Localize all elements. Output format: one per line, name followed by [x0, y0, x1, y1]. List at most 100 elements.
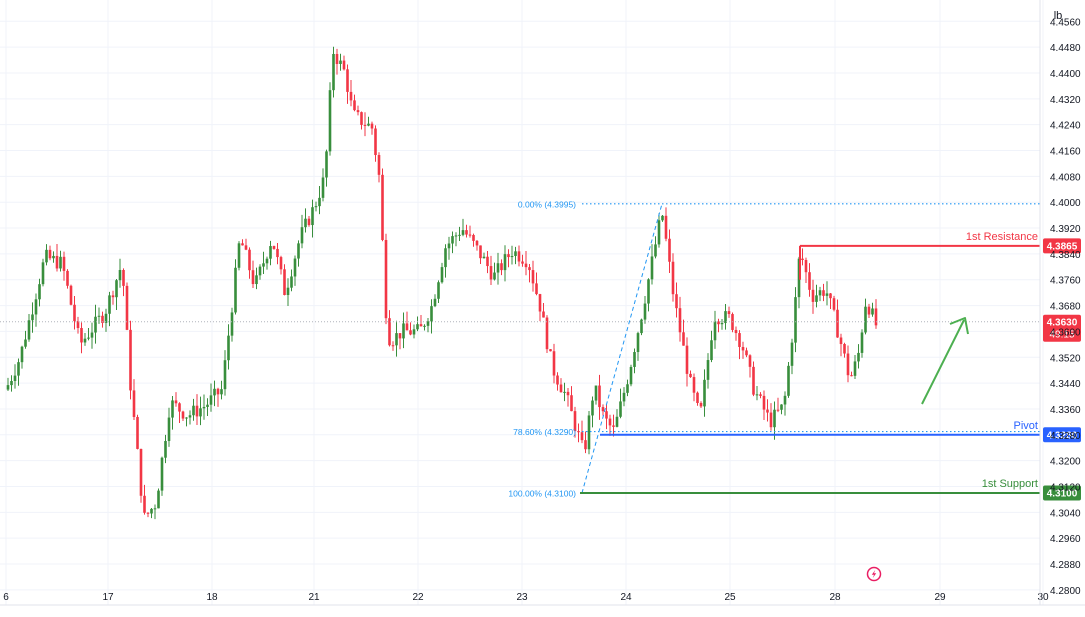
candle-body — [108, 295, 111, 314]
candle-body — [199, 408, 202, 417]
candle — [755, 386, 759, 401]
candle-body — [528, 267, 531, 271]
candle — [482, 252, 486, 259]
candle-body — [143, 495, 146, 513]
candle — [398, 333, 402, 350]
candle-body — [87, 337, 90, 339]
candle — [748, 354, 752, 378]
candle-body — [636, 333, 640, 353]
candle — [227, 324, 230, 370]
level-price-text: 4.3100 — [1047, 488, 1078, 499]
candle-body — [83, 338, 87, 343]
candle-body — [80, 328, 83, 343]
candle — [146, 512, 150, 518]
candle-body — [629, 366, 633, 385]
candle — [412, 324, 416, 339]
candle — [524, 250, 528, 276]
y-tick-label: 4.2880 — [1050, 560, 1081, 571]
candle-body — [318, 197, 321, 207]
candle — [206, 398, 209, 417]
candle-body — [73, 304, 76, 322]
candle-body — [472, 235, 475, 241]
candle — [587, 411, 591, 455]
lightning-icon[interactable] — [866, 566, 882, 582]
candle — [829, 292, 832, 309]
candle-body — [521, 261, 524, 264]
candle-body — [293, 258, 297, 277]
candle-body — [332, 53, 335, 91]
x-tick-label: 22 — [412, 592, 424, 603]
x-tick-label: 30 — [1037, 592, 1049, 603]
candle-body — [493, 272, 496, 280]
candle — [321, 168, 325, 202]
candle-body — [405, 323, 409, 331]
candle-body — [388, 318, 391, 346]
candle-body — [822, 290, 825, 296]
candle — [405, 311, 409, 331]
candle — [713, 310, 717, 349]
candle-body — [360, 112, 363, 125]
candle-body — [496, 263, 500, 273]
candle-body — [311, 207, 314, 226]
candle — [293, 255, 297, 286]
candle — [314, 201, 318, 212]
candle — [283, 264, 286, 296]
candle-body — [699, 402, 703, 407]
candle-body — [66, 270, 69, 286]
candle-body — [748, 355, 752, 367]
x-tick-label: 23 — [516, 592, 528, 603]
candle — [160, 456, 164, 496]
y-tick-label: 4.3760 — [1050, 276, 1081, 287]
candles — [6, 46, 878, 520]
scale-label[interactable]: lb — [1054, 10, 1063, 22]
candle — [664, 207, 668, 242]
candle — [622, 387, 626, 407]
candle — [766, 399, 769, 422]
candle-body — [668, 238, 671, 262]
candle — [73, 295, 76, 330]
candle — [650, 244, 654, 285]
candle-body — [111, 295, 115, 298]
candle — [857, 344, 860, 369]
candle-body — [55, 255, 59, 269]
candle-body — [808, 272, 811, 290]
candle — [139, 448, 143, 503]
y-tick-label: 4.3920 — [1050, 224, 1081, 235]
candle-body — [444, 248, 447, 268]
candle — [496, 252, 500, 285]
candle — [157, 488, 160, 509]
candle — [626, 379, 629, 397]
y-tick-label: 4.3360 — [1050, 405, 1081, 416]
candle-body — [45, 249, 48, 263]
candle — [104, 308, 108, 332]
candle — [307, 215, 311, 227]
candle — [265, 256, 269, 270]
candle-body — [762, 395, 766, 410]
countdown-text: 49:15 — [1049, 330, 1074, 341]
candle — [465, 224, 468, 238]
candle-body — [755, 394, 759, 396]
candle — [850, 371, 853, 377]
y-tick-label: 4.2800 — [1050, 586, 1081, 597]
candle — [416, 316, 419, 332]
candle — [654, 236, 657, 259]
candle-body — [559, 384, 563, 393]
candle-body — [430, 306, 433, 322]
candle — [391, 341, 395, 351]
candle-body — [566, 391, 570, 396]
candle — [549, 348, 552, 352]
candle — [846, 345, 850, 383]
candle — [573, 406, 577, 438]
candle-body — [811, 289, 815, 302]
y-tick-label: 4.4240 — [1050, 121, 1081, 132]
candle — [426, 318, 430, 333]
candle-body — [381, 174, 384, 240]
candle — [27, 313, 31, 342]
candle-body — [167, 417, 171, 441]
candle-body — [790, 342, 794, 366]
candle-body — [468, 234, 472, 236]
candle — [45, 244, 48, 266]
candle-body — [265, 258, 269, 264]
